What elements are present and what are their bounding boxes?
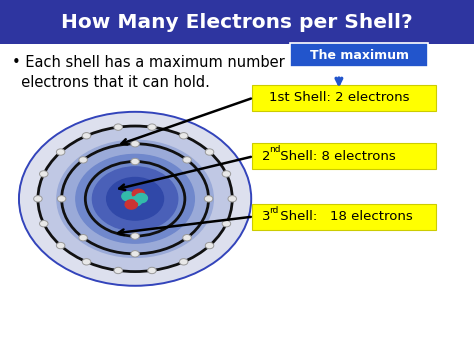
Circle shape [183, 235, 191, 241]
Circle shape [131, 251, 139, 257]
Text: • Each shell has a maximum number of
  electrons that it can hold.: • Each shell has a maximum number of ele… [12, 55, 303, 90]
Circle shape [228, 196, 237, 202]
FancyBboxPatch shape [290, 43, 428, 67]
Circle shape [114, 267, 122, 274]
Text: Shell: 8 electrons: Shell: 8 electrons [276, 150, 396, 163]
Circle shape [204, 196, 213, 202]
Circle shape [57, 140, 213, 257]
Circle shape [82, 259, 91, 265]
Circle shape [131, 233, 139, 239]
Text: 1st Shell: 2 electrons: 1st Shell: 2 electrons [269, 91, 409, 104]
Circle shape [131, 158, 139, 165]
FancyBboxPatch shape [252, 203, 436, 229]
FancyBboxPatch shape [0, 0, 474, 44]
Circle shape [39, 220, 48, 227]
Circle shape [56, 242, 65, 249]
Text: 2: 2 [262, 150, 271, 163]
Circle shape [82, 132, 91, 139]
Circle shape [179, 132, 188, 139]
Circle shape [56, 149, 65, 155]
Text: How Many Electrons per Shell?: How Many Electrons per Shell? [61, 12, 413, 32]
Text: nd: nd [269, 145, 281, 154]
Circle shape [183, 157, 191, 163]
Circle shape [125, 200, 137, 209]
Circle shape [79, 157, 87, 163]
Circle shape [148, 124, 156, 130]
Circle shape [135, 193, 147, 203]
Circle shape [132, 189, 145, 198]
Circle shape [205, 242, 214, 249]
Text: 3: 3 [262, 210, 271, 223]
Circle shape [205, 149, 214, 155]
Circle shape [92, 167, 178, 231]
Circle shape [107, 178, 164, 220]
Circle shape [114, 124, 122, 130]
Circle shape [34, 196, 42, 202]
Circle shape [19, 112, 251, 286]
Circle shape [129, 197, 142, 206]
FancyBboxPatch shape [252, 143, 436, 169]
Circle shape [148, 267, 156, 274]
Circle shape [131, 141, 139, 147]
Circle shape [39, 171, 48, 177]
Circle shape [79, 235, 87, 241]
Circle shape [122, 192, 134, 201]
Circle shape [222, 171, 231, 177]
Text: rd: rd [269, 206, 279, 215]
Text: The maximum: The maximum [310, 49, 409, 61]
Circle shape [57, 196, 66, 202]
Circle shape [38, 126, 232, 272]
Circle shape [76, 154, 194, 243]
Circle shape [222, 220, 231, 227]
Circle shape [179, 259, 188, 265]
Text: Shell:   18 electrons: Shell: 18 electrons [276, 210, 413, 223]
FancyBboxPatch shape [252, 84, 436, 111]
